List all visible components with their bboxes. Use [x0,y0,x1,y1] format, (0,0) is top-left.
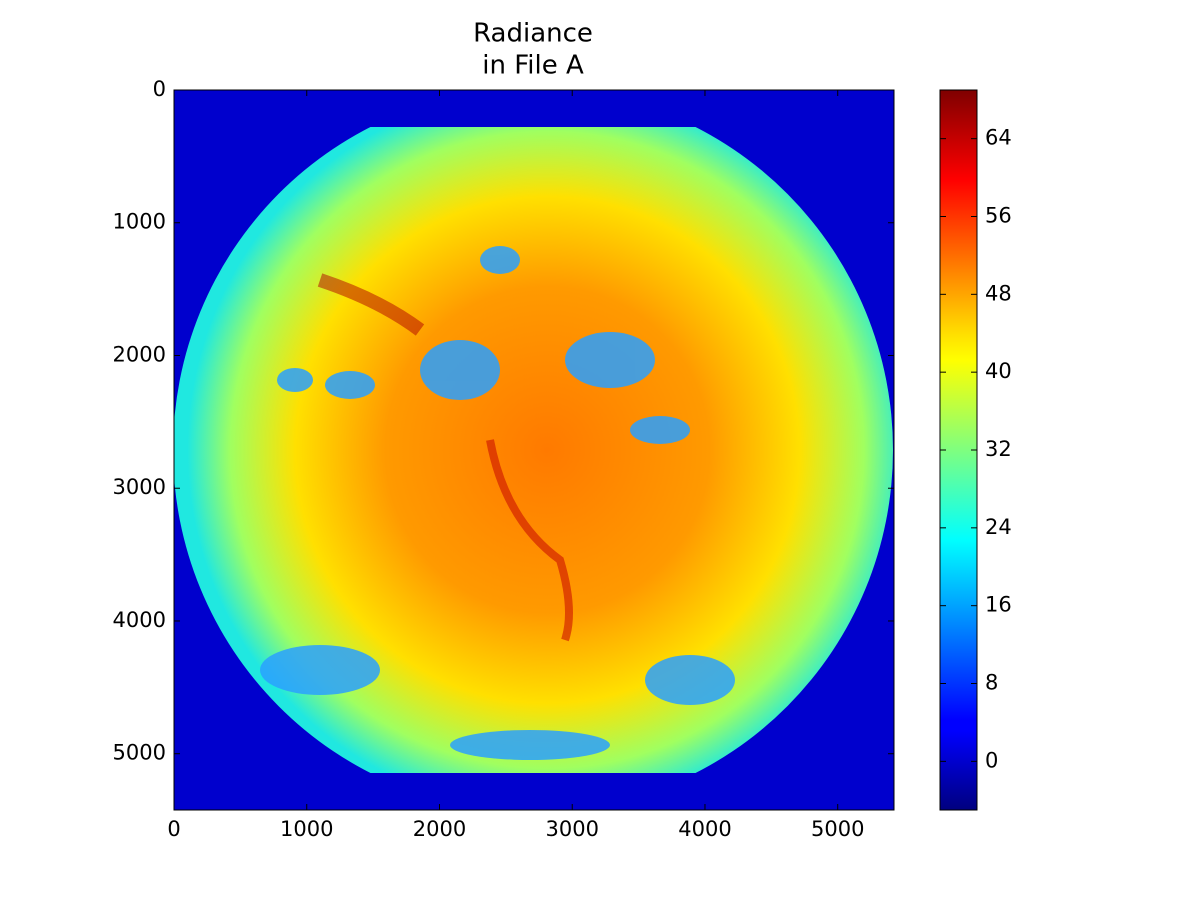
y-tick-label: 5000 [113,741,166,765]
colorbar-tick-label: 24 [985,515,1012,539]
colorbar-tick-label: 16 [985,593,1012,617]
colorbar-tick-label: 8 [985,671,998,695]
earth-disk [174,127,893,773]
axes-frame [173,89,895,811]
x-tick-label: 3000 [546,817,599,841]
chart-title: Radiance [473,19,593,49]
y-tick-label: 1000 [113,210,166,234]
x-tick-label: 5000 [811,817,864,841]
colorbar-tick-label: 56 [985,203,1012,227]
earth-image [174,127,893,773]
colorbar-tick-label: 0 [985,748,998,772]
y-tick-label: 3000 [113,475,166,499]
colorbar-tick-label: 40 [985,359,1012,383]
chart-title: in File A [482,51,584,81]
y-tick-label: 4000 [113,608,166,632]
x-tick-label: 0 [167,817,180,841]
x-tick-label: 2000 [413,817,466,841]
y-tick-label: 2000 [113,342,166,366]
colorbar-tick-label: 48 [985,281,1012,305]
x-tick-label: 4000 [678,817,731,841]
cloud-blobs [260,246,735,760]
colorbar-tick-label: 64 [985,126,1012,150]
x-tick-label: 1000 [280,817,333,841]
colorbar-tick-label: 32 [985,437,1012,461]
andes-band [486,439,573,642]
mexico-band [317,273,425,336]
y-tick-label: 0 [153,77,166,101]
